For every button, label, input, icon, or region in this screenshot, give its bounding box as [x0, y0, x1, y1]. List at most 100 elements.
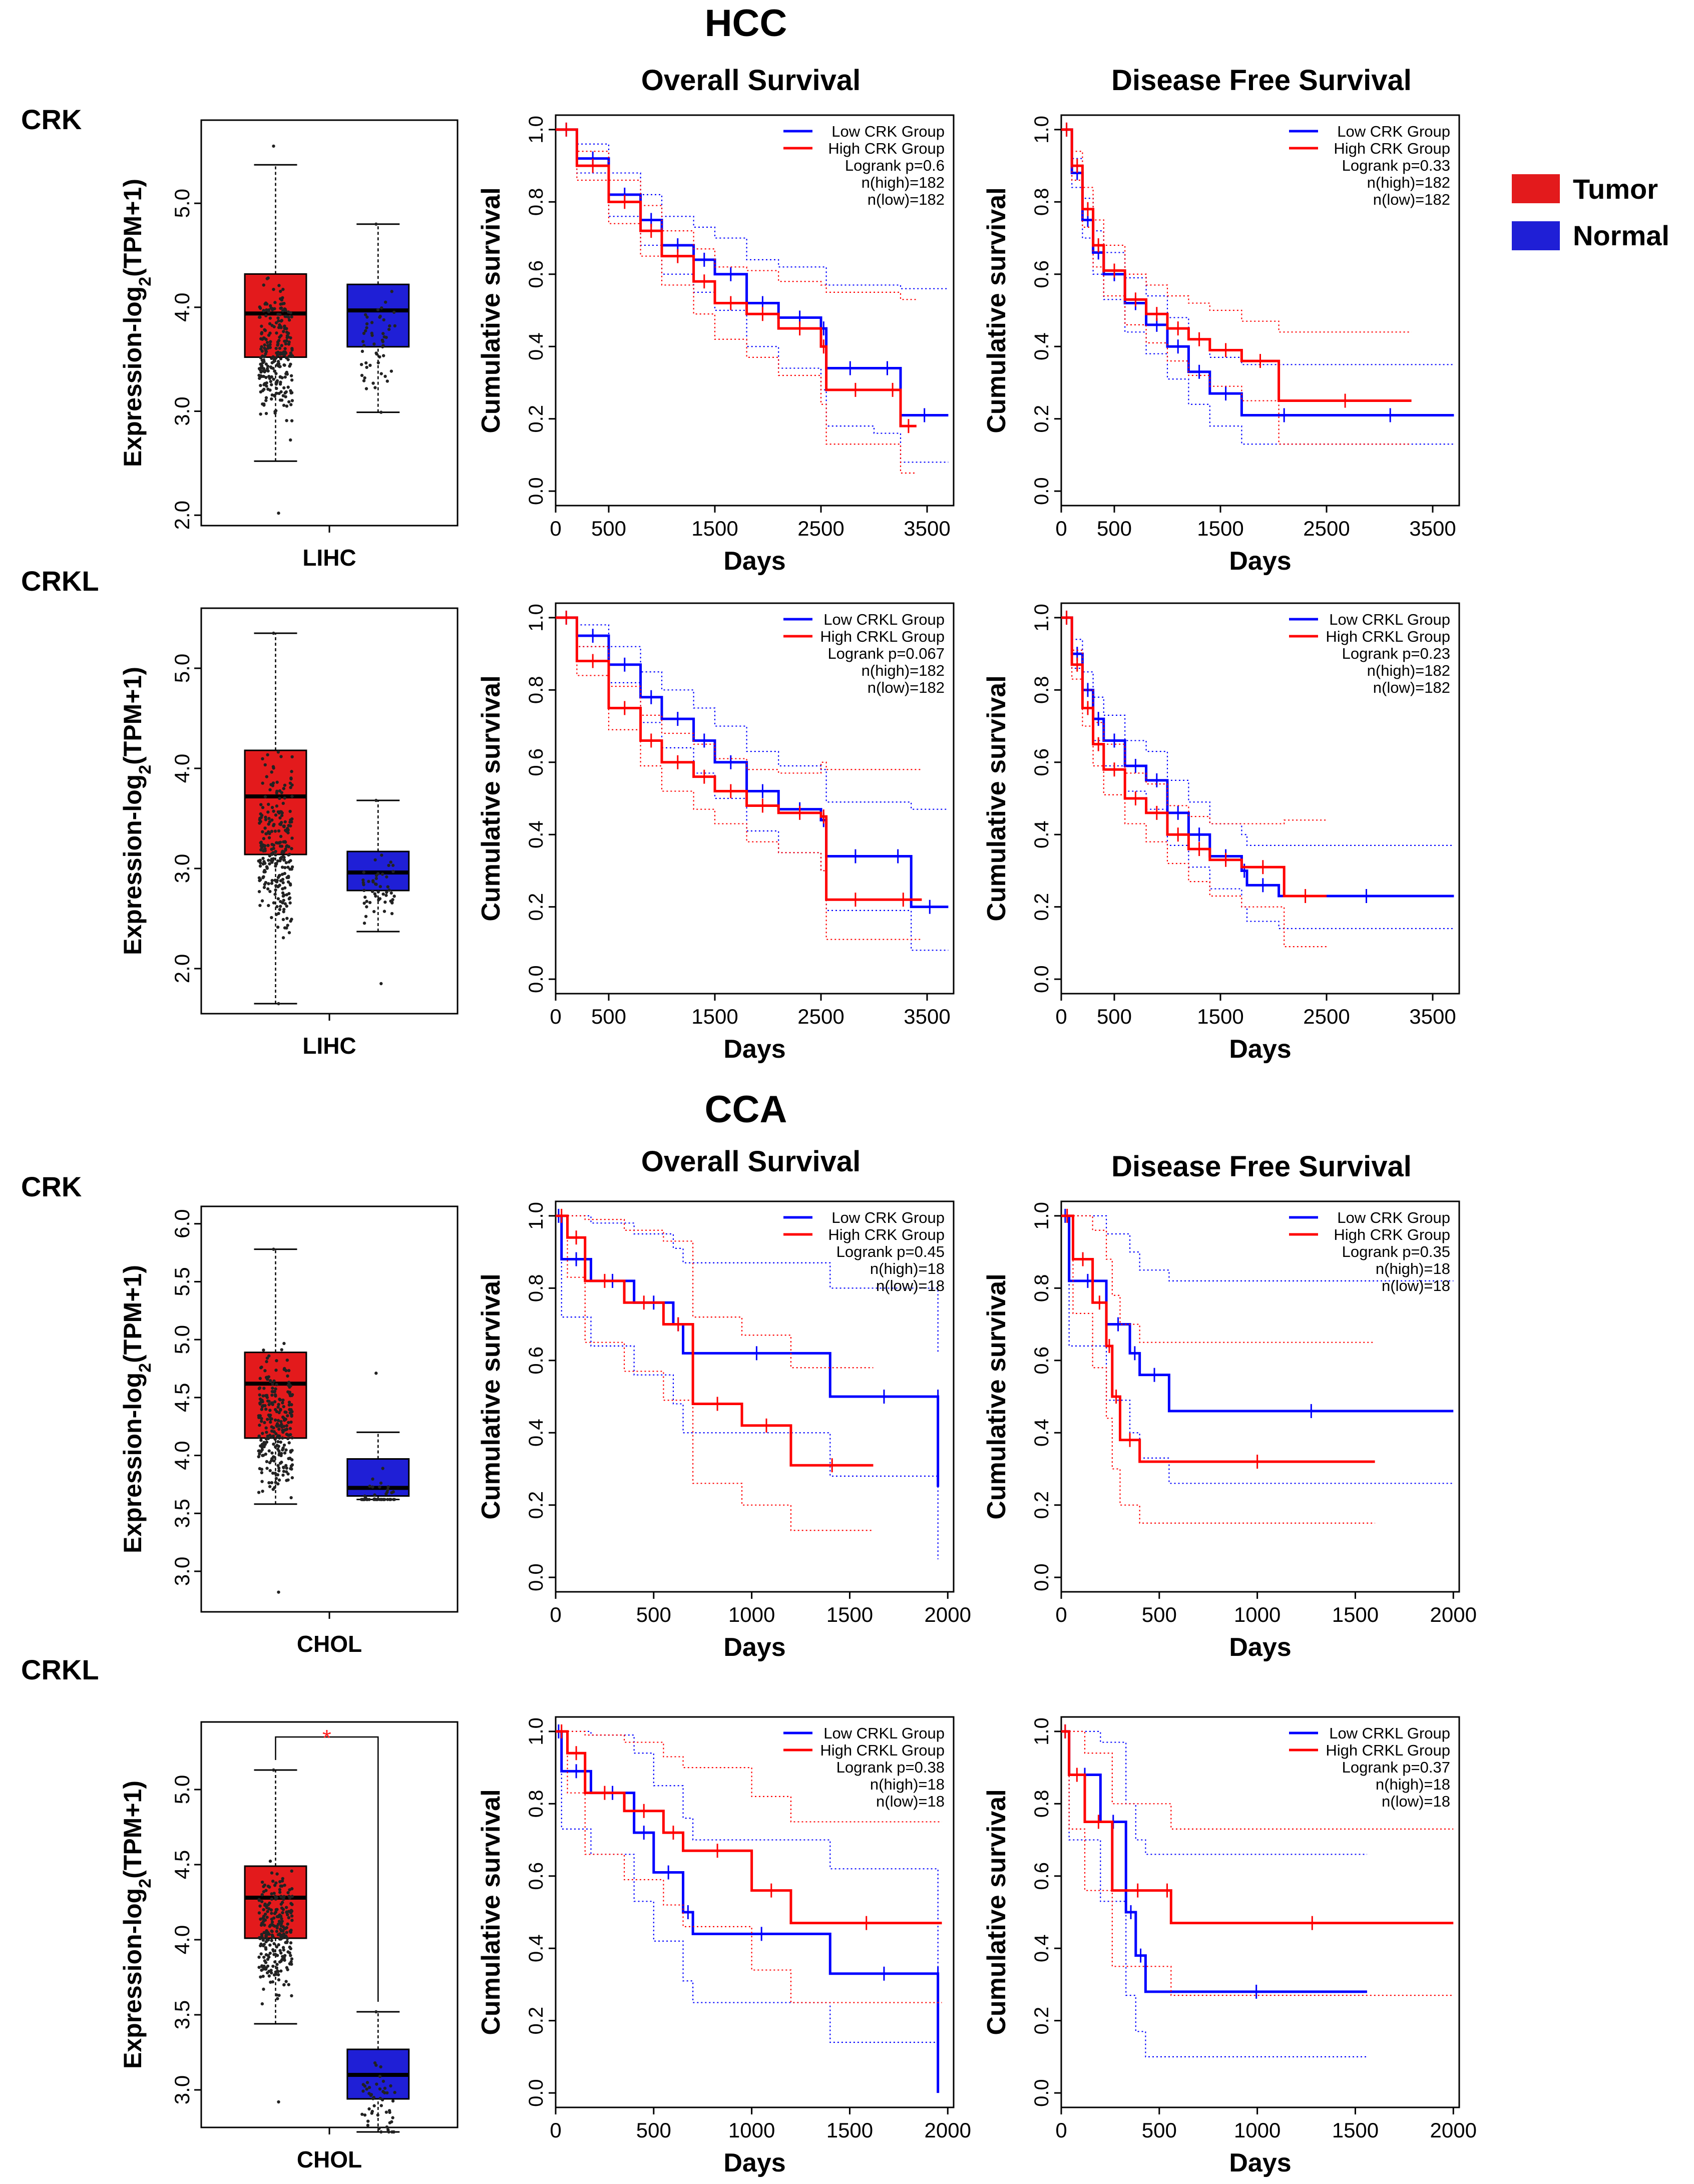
sample-point: [262, 886, 266, 890]
sample-point: [391, 863, 395, 867]
sample-point: [277, 829, 281, 833]
stat-label: n(low)=18: [1382, 1793, 1450, 1810]
sample-point: [277, 511, 280, 515]
sample-point: [391, 2116, 394, 2119]
y-tick-label: 0.4: [1031, 1934, 1053, 1962]
sample-point: [270, 1481, 274, 1485]
sample-point: [281, 1877, 284, 1881]
sample-point: [283, 866, 287, 869]
survival-curve: [556, 1214, 874, 1467]
sample-point: [281, 394, 285, 397]
sample-point: [257, 1491, 261, 1494]
sample-point: [277, 284, 281, 287]
sample-point: [367, 2085, 371, 2089]
sample-point: [274, 864, 277, 868]
plot-frame: [200, 119, 459, 527]
sample-point: [260, 1921, 264, 1925]
sample-point: [262, 387, 266, 391]
y-tick-label: 0.0: [1031, 1563, 1053, 1591]
sample-point: [371, 2097, 375, 2100]
sample-point: [265, 1360, 268, 1364]
sample-point: [389, 899, 392, 903]
sample-point: [265, 1356, 269, 1360]
sample-point: [278, 1461, 282, 1465]
sample-point: [393, 324, 397, 328]
sample-point: [272, 287, 275, 291]
sample-point: [263, 883, 267, 886]
sample-point: [266, 810, 270, 814]
sample-point: [284, 861, 288, 864]
stat-label: n(low)=182: [868, 191, 945, 208]
color-legend: Tumor Normal: [1512, 173, 1669, 251]
sample-point: [282, 1948, 285, 1952]
sample-point: [367, 2091, 371, 2095]
significance-star: *: [322, 1725, 331, 1751]
x-tick-label: 1500: [1332, 2118, 1379, 2142]
x-tick-label: 2500: [1303, 517, 1350, 540]
high-group-series: [1061, 1724, 1454, 1996]
sample-point: [263, 343, 266, 347]
sample-point: [285, 905, 288, 908]
y-tick-label: 0.2: [1031, 893, 1053, 921]
sample-point: [283, 828, 287, 832]
sample-point: [372, 1497, 376, 1501]
sample-point: [362, 870, 365, 874]
sample-point: [263, 1918, 267, 1922]
sample-point: [277, 319, 280, 323]
sample-point: [287, 875, 290, 878]
sample-point: [276, 885, 280, 889]
sample-point: [289, 1496, 293, 1500]
sample-point: [265, 384, 268, 388]
y-tick-label: 0.8: [525, 1274, 547, 1302]
legend-label-tumor: Tumor: [1573, 173, 1658, 205]
sample-point: [285, 1931, 288, 1934]
sample-point: [280, 344, 283, 347]
sample-point: [272, 1459, 276, 1463]
sample-point: [265, 340, 269, 344]
high-group-series: [556, 1208, 874, 1531]
sample-point: [258, 1401, 262, 1405]
sample-point: [272, 1768, 275, 1772]
sample-point: [280, 319, 284, 322]
sample-point: [262, 1885, 265, 1888]
sample-point: [259, 412, 262, 416]
sample-point: [288, 820, 292, 824]
y-tick-label: 4.5: [170, 1850, 194, 1879]
sample-point: [279, 810, 282, 813]
legend-entry: Low CRKL Group: [823, 611, 945, 628]
sample-point: [270, 1920, 274, 1924]
sample-point: [270, 818, 274, 822]
sample-point: [264, 818, 268, 821]
sample-point: [270, 1971, 273, 1975]
sample-point: [290, 1903, 294, 1906]
sample-point: [286, 865, 290, 869]
sample-point: [259, 812, 262, 816]
sample-point: [390, 2130, 394, 2134]
x-tick-label: 3500: [1409, 517, 1456, 540]
sample-point: [275, 1908, 279, 1911]
sample-point: [282, 858, 286, 862]
sample-point: [373, 1493, 376, 1497]
sample-point: [288, 1394, 292, 1398]
y-tick-label: 5.0: [170, 1775, 194, 1804]
sample-point: [259, 1917, 262, 1921]
sample-point: [266, 1910, 269, 1913]
sample-point: [283, 796, 286, 800]
sample-point: [287, 845, 291, 848]
sample-point: [374, 222, 378, 226]
sample-point: [362, 883, 365, 887]
sample-point: [268, 343, 272, 346]
x-tick-label: 500: [636, 1603, 671, 1626]
sample-point: [273, 1400, 277, 1404]
sample-point: [379, 1498, 383, 1501]
x-tick-label: 1000: [728, 2118, 775, 2142]
sample-point: [286, 1968, 289, 1971]
sample-point: [287, 931, 291, 935]
sample-point: [385, 379, 389, 383]
sample-point: [393, 2090, 396, 2094]
sample-point: [363, 329, 367, 333]
sample-point: [282, 330, 285, 333]
normal-points: [360, 2010, 396, 2134]
sample-point: [275, 861, 278, 865]
sample-point: [289, 1911, 293, 1915]
